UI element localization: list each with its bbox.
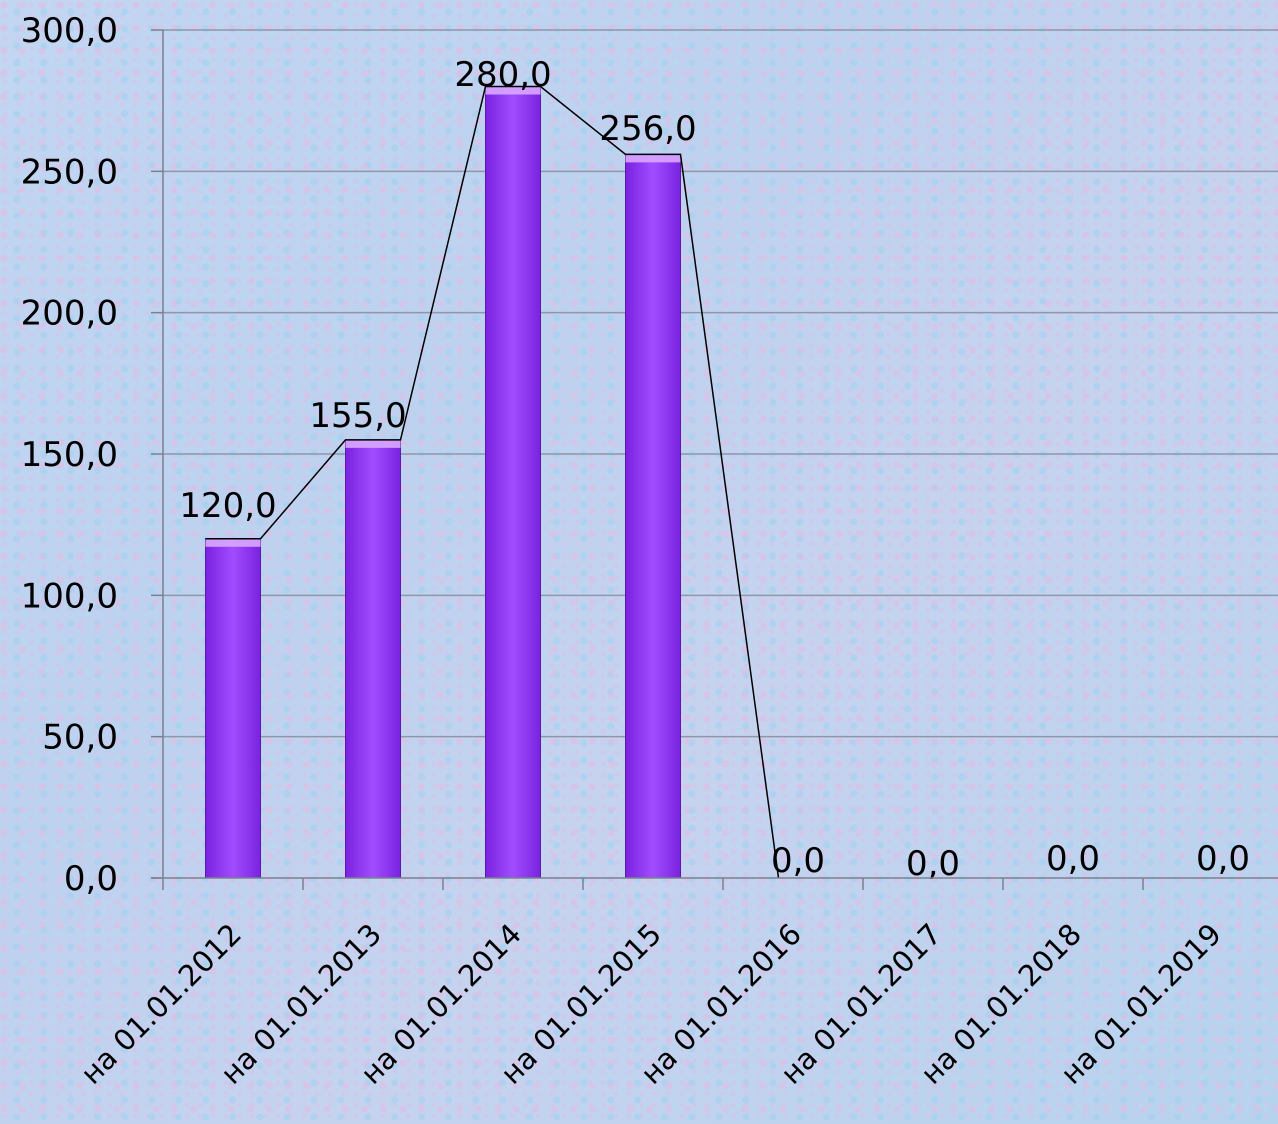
y-axis: 0,0 50,0 100,0 150,0 200,0 250,0 300,0 — [21, 11, 163, 899]
bar-top — [346, 440, 401, 448]
bars — [206, 87, 681, 878]
bar-top — [206, 539, 261, 547]
y-tick-label: 50,0 — [42, 718, 118, 758]
data-label: 280,0 — [454, 55, 551, 95]
bar — [206, 539, 261, 878]
y-tick-label: 100,0 — [21, 576, 118, 616]
data-label: 155,0 — [309, 396, 406, 436]
data-label: 120,0 — [179, 486, 276, 526]
data-label: 0,0 — [771, 841, 825, 881]
y-tick-label: 300,0 — [21, 11, 118, 51]
data-label: 0,0 — [1196, 839, 1250, 879]
data-label: 256,0 — [599, 109, 696, 149]
data-label: 0,0 — [1046, 839, 1100, 879]
y-tick-label: 200,0 — [21, 294, 118, 334]
y-tick-label: 250,0 — [21, 152, 118, 192]
y-tick-label: 0,0 — [64, 859, 118, 899]
bar-top — [626, 154, 681, 162]
bar — [626, 154, 681, 878]
y-tick-label: 150,0 — [21, 435, 118, 475]
bar — [486, 87, 541, 878]
gridlines — [163, 30, 1278, 737]
bar — [346, 440, 401, 878]
